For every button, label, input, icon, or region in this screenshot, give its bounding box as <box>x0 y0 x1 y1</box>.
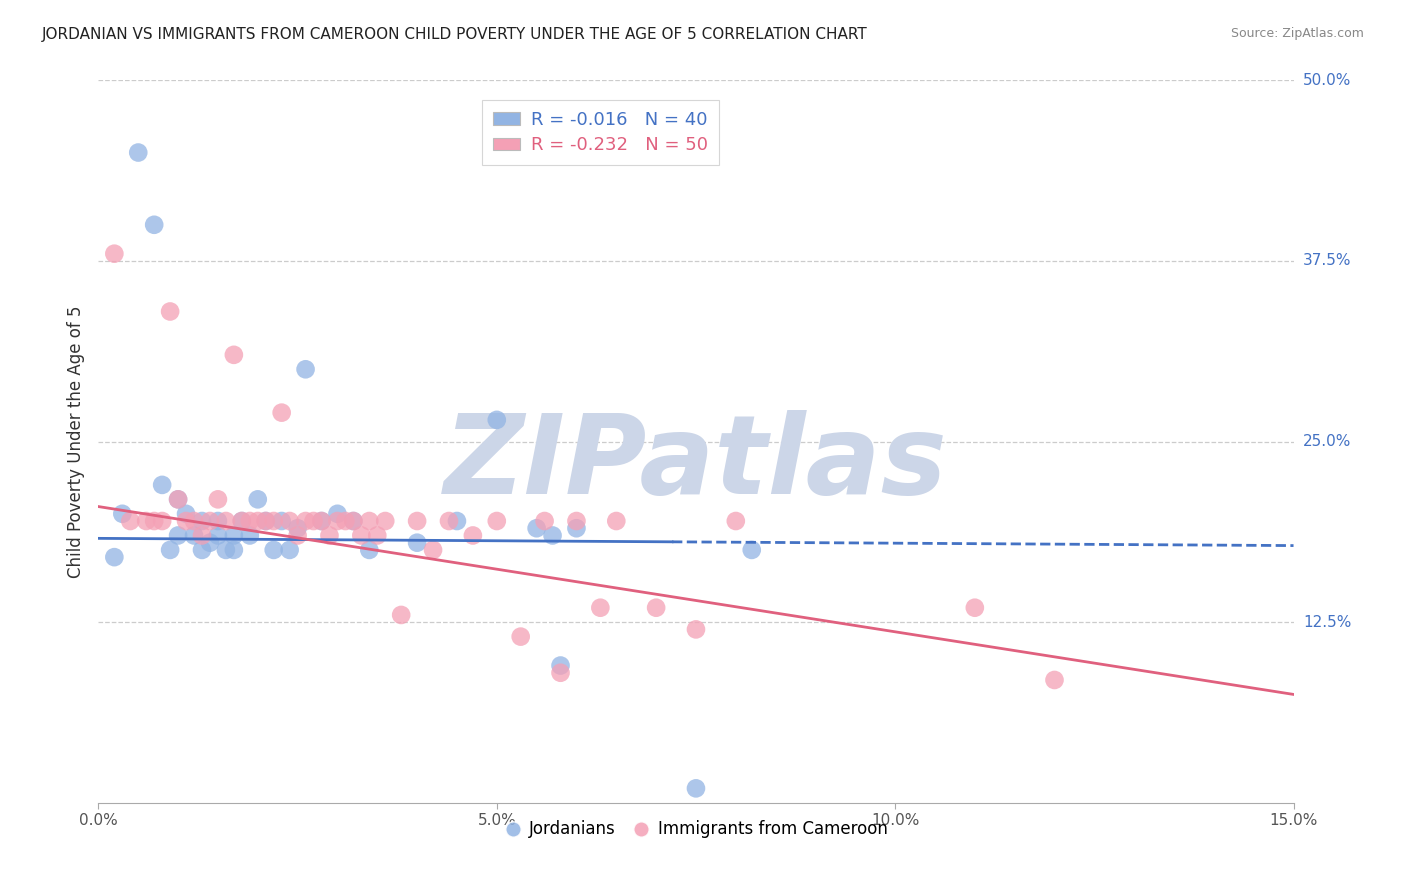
Point <box>159 542 181 557</box>
Point <box>741 542 763 557</box>
Point <box>222 348 245 362</box>
Point <box>565 514 588 528</box>
Point <box>359 514 381 528</box>
Point <box>406 514 429 528</box>
Point <box>222 528 245 542</box>
Point <box>278 542 301 557</box>
Point <box>270 514 292 528</box>
Point <box>294 362 316 376</box>
Point <box>326 514 349 528</box>
Point <box>111 507 134 521</box>
Point <box>191 542 214 557</box>
Point <box>174 514 197 528</box>
Point <box>963 600 986 615</box>
Point <box>150 514 173 528</box>
Point <box>533 514 555 528</box>
Point <box>287 521 309 535</box>
Text: ZIPatlas: ZIPatlas <box>444 409 948 516</box>
Point <box>350 528 373 542</box>
Point <box>246 492 269 507</box>
Point <box>198 535 221 549</box>
Point <box>485 413 508 427</box>
Point <box>143 514 166 528</box>
Point <box>422 542 444 557</box>
Point <box>342 514 364 528</box>
Point <box>541 528 564 542</box>
Legend: Jordanians, Immigrants from Cameroon: Jordanians, Immigrants from Cameroon <box>498 814 894 845</box>
Point <box>103 246 125 260</box>
Point <box>374 514 396 528</box>
Point <box>207 528 229 542</box>
Point <box>215 542 238 557</box>
Y-axis label: Child Poverty Under the Age of 5: Child Poverty Under the Age of 5 <box>66 305 84 578</box>
Point <box>565 521 588 535</box>
Point <box>246 514 269 528</box>
Point <box>685 623 707 637</box>
Point <box>446 514 468 528</box>
Point <box>159 304 181 318</box>
Point <box>461 528 484 542</box>
Text: 50.0%: 50.0% <box>1303 73 1351 87</box>
Point <box>127 145 149 160</box>
Point <box>526 521 548 535</box>
Point <box>366 528 388 542</box>
Point <box>1043 673 1066 687</box>
Point <box>135 514 157 528</box>
Point <box>509 630 531 644</box>
Point <box>263 514 285 528</box>
Point <box>311 514 333 528</box>
Point <box>191 528 214 542</box>
Point <box>724 514 747 528</box>
Point <box>150 478 173 492</box>
Point <box>239 514 262 528</box>
Point <box>231 514 253 528</box>
Text: Source: ZipAtlas.com: Source: ZipAtlas.com <box>1230 27 1364 40</box>
Point <box>254 514 277 528</box>
Point <box>207 492 229 507</box>
Point <box>318 528 340 542</box>
Point <box>311 514 333 528</box>
Point <box>605 514 627 528</box>
Point <box>437 514 460 528</box>
Point <box>342 514 364 528</box>
Point <box>287 528 309 542</box>
Point <box>645 600 668 615</box>
Point <box>263 542 285 557</box>
Point <box>302 514 325 528</box>
Point <box>143 218 166 232</box>
Point <box>254 514 277 528</box>
Point <box>215 514 238 528</box>
Point <box>198 514 221 528</box>
Text: 37.5%: 37.5% <box>1303 253 1351 268</box>
Point <box>270 406 292 420</box>
Point <box>278 514 301 528</box>
Point <box>207 514 229 528</box>
Point <box>589 600 612 615</box>
Point <box>550 665 572 680</box>
Point <box>167 492 190 507</box>
Point <box>167 492 190 507</box>
Point <box>231 514 253 528</box>
Point <box>191 514 214 528</box>
Point <box>550 658 572 673</box>
Point <box>103 550 125 565</box>
Point <box>389 607 412 622</box>
Point <box>359 542 381 557</box>
Point <box>406 535 429 549</box>
Point <box>183 528 205 542</box>
Point <box>335 514 357 528</box>
Text: 12.5%: 12.5% <box>1303 615 1351 630</box>
Point <box>120 514 142 528</box>
Point <box>685 781 707 796</box>
Point <box>326 507 349 521</box>
Point <box>485 514 508 528</box>
Point <box>174 507 197 521</box>
Point <box>222 542 245 557</box>
Point <box>183 514 205 528</box>
Point <box>294 514 316 528</box>
Point <box>239 528 262 542</box>
Text: JORDANIAN VS IMMIGRANTS FROM CAMEROON CHILD POVERTY UNDER THE AGE OF 5 CORRELATI: JORDANIAN VS IMMIGRANTS FROM CAMEROON CH… <box>42 27 868 42</box>
Point <box>167 528 190 542</box>
Text: 25.0%: 25.0% <box>1303 434 1351 449</box>
